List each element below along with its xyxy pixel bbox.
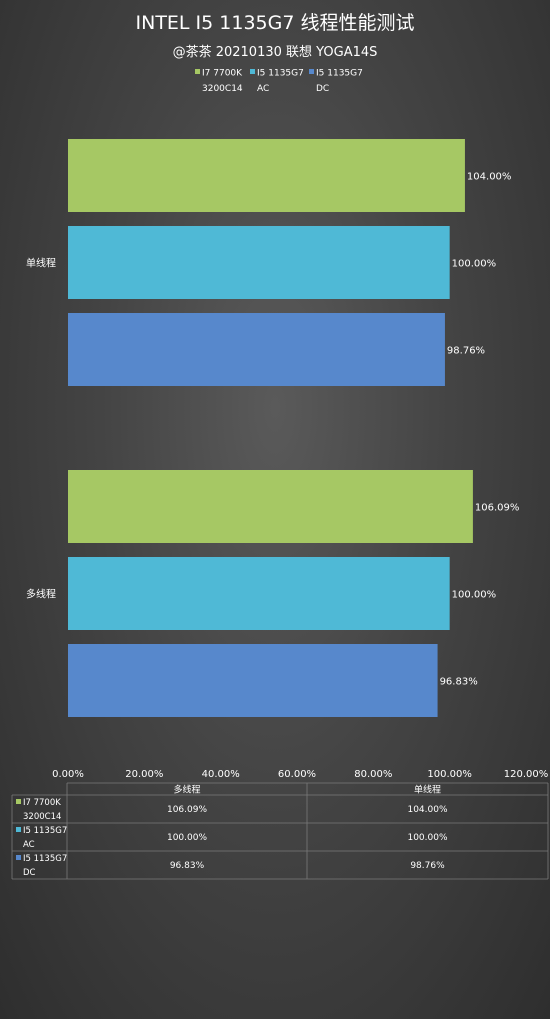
table-row-swatch	[16, 855, 21, 860]
x-tick-label: 80.00%	[354, 769, 392, 780]
x-tick-label: 40.00%	[202, 769, 240, 780]
legend-swatch	[250, 69, 255, 74]
bar	[68, 313, 445, 386]
x-axis: 0.00% 20.00% 40.00% 60.00% 80.00% 100.00% 120.…	[52, 769, 548, 780]
table-row-label: I7 7700K	[23, 798, 61, 808]
data-label: 98.76%	[447, 346, 485, 357]
legend-label-line2: AC	[257, 84, 269, 94]
chart-subtitle: @茶茶 20210130 联想 YOGA14S	[173, 44, 378, 60]
data-table: 多线程 单线程 I7 7700K 3200C14 106.09% 104.00% I5 11…	[11, 782, 549, 880]
table-header: 单线程	[414, 784, 441, 796]
table-cell: 100.00%	[167, 833, 207, 843]
data-label: 104.00%	[467, 172, 512, 183]
bar	[68, 470, 473, 543]
x-tick-label: 100.00%	[427, 769, 472, 780]
table-cell: 104.00%	[407, 805, 447, 815]
chart-title: INTEL I5 1135G7 线程性能测试	[136, 12, 415, 34]
table-cell: 106.09%	[167, 805, 207, 815]
table-cell: 96.83%	[170, 861, 205, 871]
table-row-label-line2: 3200C14	[23, 812, 61, 822]
data-label: 106.09%	[475, 503, 520, 514]
table-row-label: I5 1135G7	[23, 854, 67, 864]
bars: 104.00% 100.00% 98.76% 106.09% 100.00% 96.83%	[68, 139, 519, 717]
table-cell: 98.76%	[410, 861, 445, 871]
category-label: 单线程	[26, 257, 56, 270]
table-row-swatch	[16, 799, 21, 804]
bar	[68, 226, 450, 299]
table-row-swatch	[16, 827, 21, 832]
x-tick-label: 120.00%	[504, 769, 549, 780]
table-row-label-line2: AC	[23, 840, 35, 850]
data-label: 96.83%	[440, 677, 478, 688]
legend: I7 7700K 3200C14 I5 1135G7 AC I5 1135G7 DC	[195, 69, 363, 94]
legend-label: I7 7700K	[202, 69, 243, 79]
data-label: 100.00%	[452, 259, 497, 270]
table-row-label: I5 1135G7	[23, 826, 67, 836]
legend-label-line2: DC	[316, 84, 329, 94]
x-tick-label: 60.00%	[278, 769, 316, 780]
bar	[68, 644, 438, 717]
legend-label-line2: 3200C14	[202, 84, 243, 94]
bar	[68, 557, 450, 630]
x-tick-label: 0.00%	[52, 769, 84, 780]
legend-swatch	[195, 69, 200, 74]
table-header: 多线程	[173, 784, 200, 796]
legend-label: I5 1135G7	[257, 69, 304, 79]
legend-label: I5 1135G7	[316, 69, 363, 79]
table-cell: 100.00%	[407, 833, 447, 843]
bar	[68, 139, 465, 212]
data-label: 100.00%	[452, 590, 497, 601]
x-tick-label: 20.00%	[125, 769, 163, 780]
legend-swatch	[309, 69, 314, 74]
category-label: 多线程	[26, 588, 56, 601]
table-row-label-line2: DC	[23, 868, 36, 878]
